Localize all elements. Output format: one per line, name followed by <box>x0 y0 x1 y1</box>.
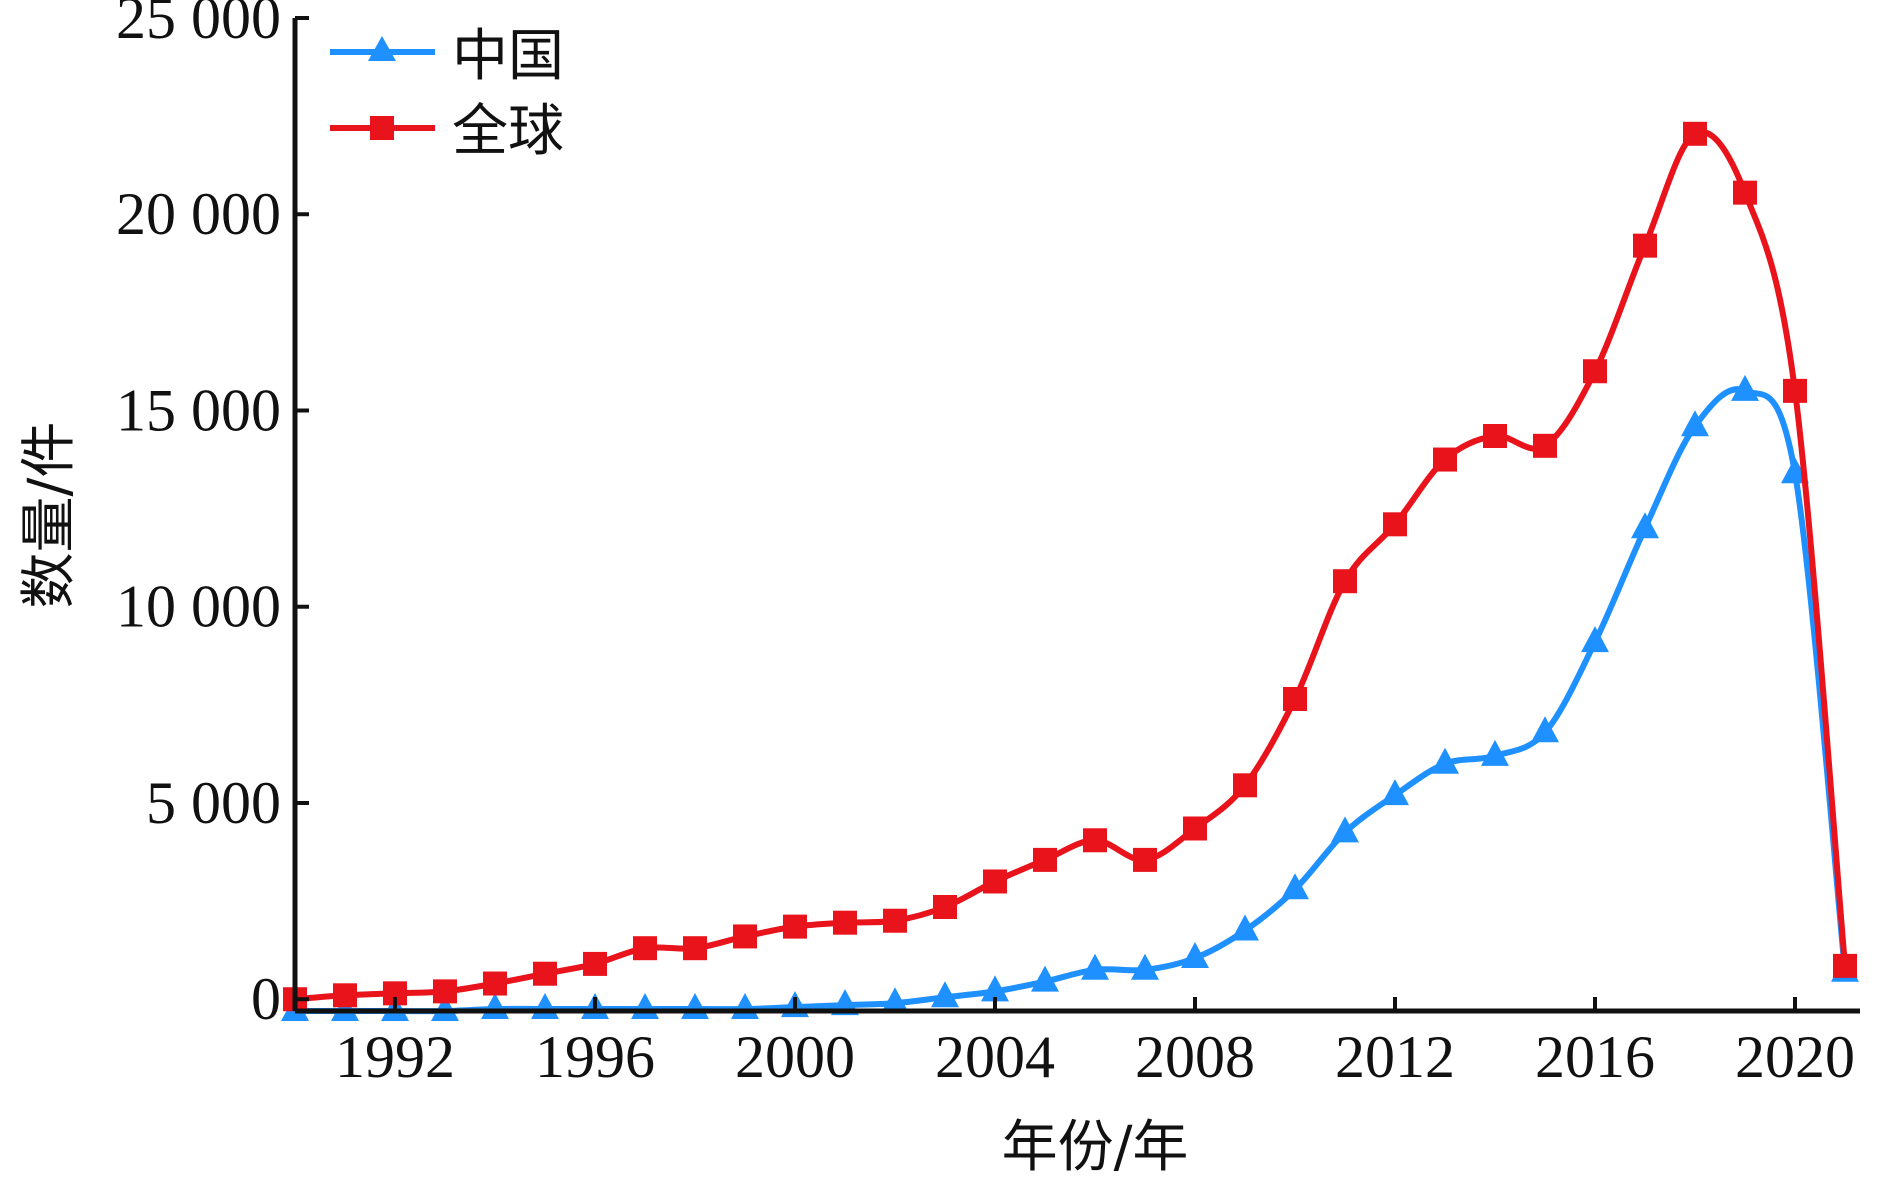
x-tick-label: 1992 <box>335 1024 455 1090</box>
data-point-global <box>833 910 857 935</box>
series-line-china <box>294 386 1848 1015</box>
data-point-global <box>1433 447 1457 472</box>
data-point-global <box>633 936 657 961</box>
x-tick-label: 2004 <box>935 1024 1055 1090</box>
x-axis-title: 年份/年 <box>1002 1115 1189 1180</box>
data-point-global <box>1733 180 1757 205</box>
data-point-china <box>1181 942 1209 968</box>
x-tick-label: 2016 <box>1535 1024 1655 1090</box>
legend-marker-global <box>370 116 394 140</box>
data-point-global <box>1383 512 1407 537</box>
data-point-china <box>1331 816 1359 843</box>
data-point-china <box>1431 747 1459 774</box>
legend-label-china: 中国 <box>452 24 564 89</box>
data-point-global <box>983 869 1007 894</box>
x-tick-label: 2008 <box>1135 1024 1255 1090</box>
data-point-china <box>1531 716 1559 743</box>
data-point-china <box>981 975 1009 1002</box>
series-line-global <box>294 129 1848 1003</box>
data-point-global <box>933 894 957 919</box>
y-tick-label: 15 000 <box>116 377 281 443</box>
data-point-china <box>1231 914 1259 941</box>
plot-area <box>281 121 1859 1021</box>
data-point-global <box>783 914 807 939</box>
data-point-global <box>683 936 707 961</box>
data-point-china <box>1131 953 1159 980</box>
data-point-global <box>583 951 607 976</box>
legend-item-china: 中国 <box>330 24 564 89</box>
data-point-global <box>1833 953 1857 978</box>
data-point-global <box>1133 847 1157 872</box>
data-point-global <box>1583 359 1607 384</box>
data-point-global <box>1533 433 1557 458</box>
data-point-china <box>931 981 959 1008</box>
data-point-global <box>1333 569 1357 594</box>
y-tick-label: 20 000 <box>116 181 281 247</box>
data-point-china <box>1481 739 1509 766</box>
y-axis-title: 数量/件 <box>17 422 82 609</box>
data-point-global <box>333 983 357 1008</box>
data-point-global <box>1083 828 1107 853</box>
data-point-global <box>1233 773 1257 798</box>
data-point-china <box>1631 512 1659 539</box>
x-tick-label: 2020 <box>1735 1024 1855 1090</box>
data-point-global <box>1683 121 1707 146</box>
data-point-china <box>1081 953 1109 980</box>
y-tick-label: 10 000 <box>116 574 281 640</box>
data-point-china <box>431 995 459 1021</box>
data-point-global <box>883 908 907 933</box>
data-point-global <box>1033 847 1057 872</box>
data-point-global <box>733 924 757 949</box>
data-point-china <box>331 995 359 1021</box>
data-point-china <box>1731 374 1759 401</box>
legend: 中国 全球 <box>330 24 564 164</box>
data-point-global <box>1283 686 1307 711</box>
legend-label-global: 全球 <box>452 99 564 164</box>
data-point-china <box>1031 965 1059 992</box>
y-tick-label: 25 000 <box>116 0 281 51</box>
data-point-global <box>1783 378 1807 403</box>
data-point-china <box>1281 873 1309 900</box>
data-point-global <box>533 961 557 986</box>
legend-item-global: 全球 <box>330 99 564 164</box>
x-tick-label: 1996 <box>535 1024 655 1090</box>
data-point-global <box>1633 233 1657 258</box>
data-point-global <box>1183 816 1207 841</box>
x-tick-label: 2012 <box>1335 1024 1455 1090</box>
data-point-global <box>1483 424 1507 449</box>
x-tick-label: 2000 <box>735 1024 855 1090</box>
y-tick-label: 0 <box>251 966 281 1032</box>
data-point-china <box>1681 410 1709 437</box>
axes: 0 5 000 10 000 15 000 20 000 25 000 1992 1996 20… <box>116 0 1860 1090</box>
y-tick-label: 5 000 <box>146 770 281 836</box>
legend-marker-china <box>368 36 396 61</box>
data-point-china <box>1381 779 1409 806</box>
data-point-china <box>881 987 909 1014</box>
data-point-china <box>1581 626 1609 653</box>
data-point-global <box>483 971 507 996</box>
data-point-global <box>433 979 457 1004</box>
